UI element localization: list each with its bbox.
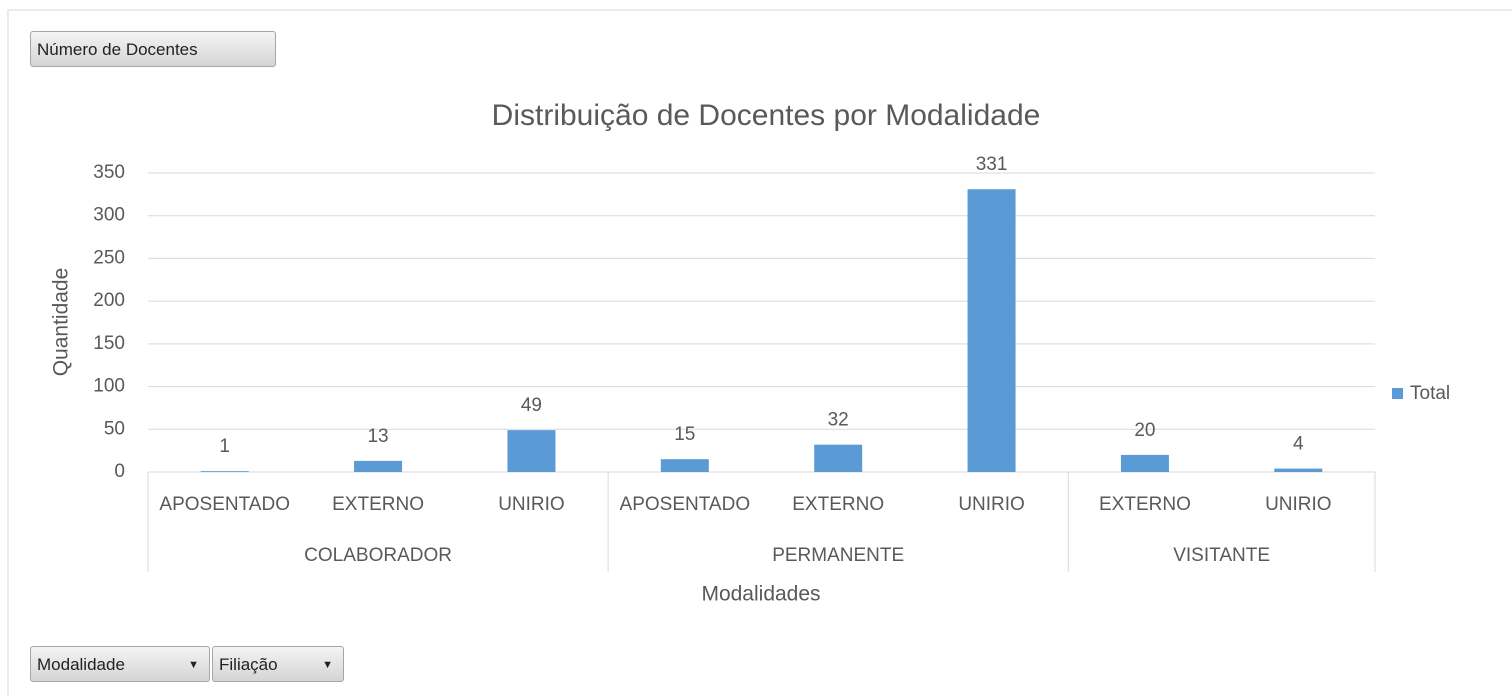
x-tick-label: APOSENTADO [159, 494, 290, 515]
y-axis-title: Quantidade [50, 268, 73, 377]
button-label: Modalidade [37, 655, 125, 674]
data-label: 13 [367, 426, 388, 447]
y-tick-label: 0 [114, 461, 125, 482]
dropdown-arrow: ▼ [188, 659, 199, 671]
bar [354, 460, 403, 472]
axis-field-button[interactable]: Filiação ▼ [212, 646, 344, 682]
x-tick-label: UNIRIO [958, 494, 1025, 515]
bar [1274, 468, 1323, 472]
x-tick-label: APOSENTADO [620, 494, 751, 515]
chart-title: Distribuição de Docentes por Modalidade [492, 99, 1041, 132]
bar [967, 189, 1016, 472]
bar [507, 430, 556, 472]
data-label: 49 [521, 395, 542, 416]
x-tick-label: EXTERNO [332, 494, 424, 515]
legend-label: Total [1410, 383, 1450, 404]
bar [660, 459, 709, 472]
y-tick-label: 100 [93, 376, 125, 397]
x-tick-label: EXTERNO [792, 494, 884, 515]
group-label: COLABORADOR [304, 545, 452, 566]
y-tick-label: 200 [93, 290, 125, 311]
data-label: 4 [1293, 434, 1304, 455]
bar [200, 471, 249, 472]
group-label: VISITANTE [1173, 545, 1270, 566]
dropdown-arrow: ▼ [322, 659, 333, 671]
data-label: 32 [828, 410, 849, 431]
y-tick-label: 350 [93, 162, 125, 183]
value-field-button[interactable]: Número de Docentes [30, 31, 276, 67]
x-tick-label: EXTERNO [1099, 494, 1191, 515]
button-label: Filiação [219, 655, 278, 674]
x-tick-label: UNIRIO [498, 494, 565, 515]
y-tick-label: 300 [93, 205, 125, 226]
y-tick-label: 250 [93, 247, 125, 268]
data-label: 15 [674, 424, 695, 445]
x-axis-title: Modalidades [701, 583, 820, 606]
data-label: 331 [976, 154, 1008, 175]
y-tick-label: 150 [93, 333, 125, 354]
x-tick-label: UNIRIO [1265, 494, 1332, 515]
group-label: PERMANENTE [772, 545, 904, 566]
data-label: 20 [1134, 420, 1155, 441]
data-label: 1 [219, 436, 230, 457]
legend-swatch [1392, 388, 1403, 399]
axis-field-button[interactable]: Modalidade ▼ [30, 646, 210, 682]
y-tick-label: 50 [104, 418, 125, 439]
bar [1120, 454, 1169, 472]
bar [814, 444, 863, 472]
chart-frame [7, 9, 1512, 696]
